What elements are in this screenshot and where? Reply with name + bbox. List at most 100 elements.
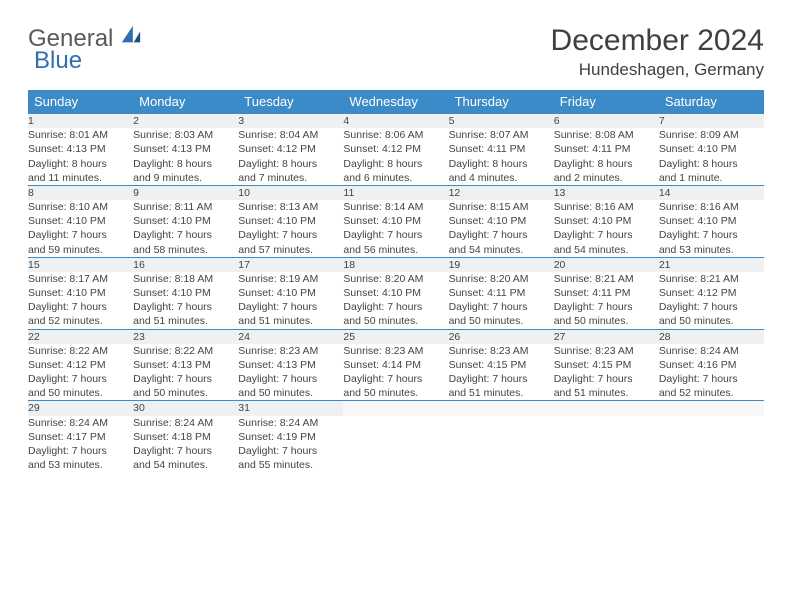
- calendar-table: Sunday Monday Tuesday Wednesday Thursday…: [28, 90, 764, 472]
- sunrise-text: Sunrise: 8:13 AM: [238, 200, 343, 214]
- day-number-cell: 7: [659, 114, 764, 129]
- location-text: Hundeshagen, Germany: [551, 60, 764, 80]
- day-number-cell: 26: [449, 329, 554, 344]
- daylight-text: Daylight: 7 hours: [238, 228, 343, 242]
- daylight-text: and 57 minutes.: [238, 243, 343, 257]
- daylight-text: and 50 minutes.: [238, 386, 343, 400]
- day-number-row: 891011121314: [28, 185, 764, 200]
- sunrise-text: Sunrise: 8:14 AM: [343, 200, 448, 214]
- daylight-text: Daylight: 7 hours: [449, 372, 554, 386]
- daylight-text: and 50 minutes.: [133, 386, 238, 400]
- sunset-text: Sunset: 4:19 PM: [238, 430, 343, 444]
- day-number-cell: 10: [238, 185, 343, 200]
- daylight-text: Daylight: 7 hours: [238, 372, 343, 386]
- sunset-text: Sunset: 4:11 PM: [554, 142, 659, 156]
- daylight-text: Daylight: 7 hours: [554, 372, 659, 386]
- daylight-text: and 53 minutes.: [659, 243, 764, 257]
- sunset-text: Sunset: 4:13 PM: [133, 358, 238, 372]
- sunset-text: Sunset: 4:14 PM: [343, 358, 448, 372]
- day-info-cell: Sunrise: 8:23 AMSunset: 4:15 PMDaylight:…: [449, 344, 554, 401]
- daylight-text: and 6 minutes.: [343, 171, 448, 185]
- sunset-text: Sunset: 4:12 PM: [28, 358, 133, 372]
- daylight-text: Daylight: 7 hours: [238, 444, 343, 458]
- sunset-text: Sunset: 4:13 PM: [28, 142, 133, 156]
- day-info-cell: Sunrise: 8:14 AMSunset: 4:10 PMDaylight:…: [343, 200, 448, 257]
- day-number-cell: [449, 401, 554, 416]
- day-info-cell: Sunrise: 8:17 AMSunset: 4:10 PMDaylight:…: [28, 272, 133, 329]
- daylight-text: and 55 minutes.: [238, 458, 343, 472]
- daylight-text: and 50 minutes.: [659, 314, 764, 328]
- calendar-page: General Blue December 2024 Hundeshagen, …: [0, 0, 792, 496]
- daylight-text: and 51 minutes.: [554, 386, 659, 400]
- sunset-text: Sunset: 4:11 PM: [449, 286, 554, 300]
- day-number-cell: 23: [133, 329, 238, 344]
- day-info-cell: Sunrise: 8:03 AMSunset: 4:13 PMDaylight:…: [133, 128, 238, 185]
- title-block: December 2024 Hundeshagen, Germany: [551, 24, 764, 80]
- daylight-text: and 7 minutes.: [238, 171, 343, 185]
- day-info-cell: Sunrise: 8:21 AMSunset: 4:12 PMDaylight:…: [659, 272, 764, 329]
- day-info-cell: Sunrise: 8:15 AMSunset: 4:10 PMDaylight:…: [449, 200, 554, 257]
- daylight-text: Daylight: 8 hours: [343, 157, 448, 171]
- daylight-text: Daylight: 7 hours: [28, 444, 133, 458]
- sunrise-text: Sunrise: 8:16 AM: [554, 200, 659, 214]
- sunrise-text: Sunrise: 8:21 AM: [659, 272, 764, 286]
- sunrise-text: Sunrise: 8:23 AM: [449, 344, 554, 358]
- day-info-row: Sunrise: 8:24 AMSunset: 4:17 PMDaylight:…: [28, 416, 764, 473]
- day-number-cell: 30: [133, 401, 238, 416]
- sunset-text: Sunset: 4:10 PM: [28, 286, 133, 300]
- sunset-text: Sunset: 4:16 PM: [659, 358, 764, 372]
- header: General Blue December 2024 Hundeshagen, …: [28, 24, 764, 80]
- day-info-cell: Sunrise: 8:07 AMSunset: 4:11 PMDaylight:…: [449, 128, 554, 185]
- sunset-text: Sunset: 4:10 PM: [659, 214, 764, 228]
- day-info-row: Sunrise: 8:22 AMSunset: 4:12 PMDaylight:…: [28, 344, 764, 401]
- daylight-text: Daylight: 8 hours: [238, 157, 343, 171]
- day-number-row: 293031: [28, 401, 764, 416]
- daylight-text: and 53 minutes.: [28, 458, 133, 472]
- sunrise-text: Sunrise: 8:15 AM: [449, 200, 554, 214]
- day-number-cell: 29: [28, 401, 133, 416]
- day-number-row: 22232425262728: [28, 329, 764, 344]
- day-number-cell: 6: [554, 114, 659, 129]
- day-number-cell: 3: [238, 114, 343, 129]
- day-number-cell: 20: [554, 257, 659, 272]
- weekday-header: Saturday: [659, 90, 764, 114]
- sunrise-text: Sunrise: 8:07 AM: [449, 128, 554, 142]
- sunrise-text: Sunrise: 8:24 AM: [28, 416, 133, 430]
- sunset-text: Sunset: 4:10 PM: [238, 214, 343, 228]
- day-number-cell: 2: [133, 114, 238, 129]
- daylight-text: Daylight: 7 hours: [343, 300, 448, 314]
- daylight-text: and 1 minute.: [659, 171, 764, 185]
- sunset-text: Sunset: 4:10 PM: [659, 142, 764, 156]
- daylight-text: Daylight: 7 hours: [659, 228, 764, 242]
- day-info-cell: [554, 416, 659, 473]
- day-info-cell: Sunrise: 8:04 AMSunset: 4:12 PMDaylight:…: [238, 128, 343, 185]
- sunset-text: Sunset: 4:12 PM: [659, 286, 764, 300]
- day-info-cell: Sunrise: 8:22 AMSunset: 4:12 PMDaylight:…: [28, 344, 133, 401]
- sunset-text: Sunset: 4:10 PM: [28, 214, 133, 228]
- sunset-text: Sunset: 4:12 PM: [343, 142, 448, 156]
- day-number-row: 1234567: [28, 114, 764, 129]
- day-info-cell: Sunrise: 8:20 AMSunset: 4:10 PMDaylight:…: [343, 272, 448, 329]
- daylight-text: Daylight: 7 hours: [238, 300, 343, 314]
- sunset-text: Sunset: 4:13 PM: [238, 358, 343, 372]
- daylight-text: and 2 minutes.: [554, 171, 659, 185]
- day-info-cell: Sunrise: 8:19 AMSunset: 4:10 PMDaylight:…: [238, 272, 343, 329]
- day-number-cell: [554, 401, 659, 416]
- daylight-text: Daylight: 8 hours: [28, 157, 133, 171]
- sunrise-text: Sunrise: 8:24 AM: [133, 416, 238, 430]
- daylight-text: and 50 minutes.: [554, 314, 659, 328]
- daylight-text: Daylight: 7 hours: [343, 372, 448, 386]
- sunrise-text: Sunrise: 8:23 AM: [238, 344, 343, 358]
- daylight-text: and 51 minutes.: [238, 314, 343, 328]
- sunset-text: Sunset: 4:10 PM: [133, 286, 238, 300]
- day-info-cell: Sunrise: 8:24 AMSunset: 4:17 PMDaylight:…: [28, 416, 133, 473]
- sunrise-text: Sunrise: 8:17 AM: [28, 272, 133, 286]
- daylight-text: and 50 minutes.: [343, 386, 448, 400]
- sunrise-text: Sunrise: 8:24 AM: [659, 344, 764, 358]
- daylight-text: and 50 minutes.: [28, 386, 133, 400]
- day-number-cell: 18: [343, 257, 448, 272]
- daylight-text: and 52 minutes.: [28, 314, 133, 328]
- weekday-header: Friday: [554, 90, 659, 114]
- daylight-text: Daylight: 7 hours: [133, 300, 238, 314]
- day-number-cell: 21: [659, 257, 764, 272]
